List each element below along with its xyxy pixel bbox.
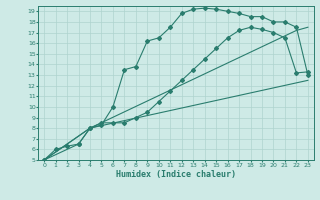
X-axis label: Humidex (Indice chaleur): Humidex (Indice chaleur) [116, 170, 236, 179]
